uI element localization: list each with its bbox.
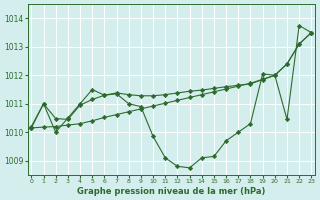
X-axis label: Graphe pression niveau de la mer (hPa): Graphe pression niveau de la mer (hPa) bbox=[77, 187, 266, 196]
